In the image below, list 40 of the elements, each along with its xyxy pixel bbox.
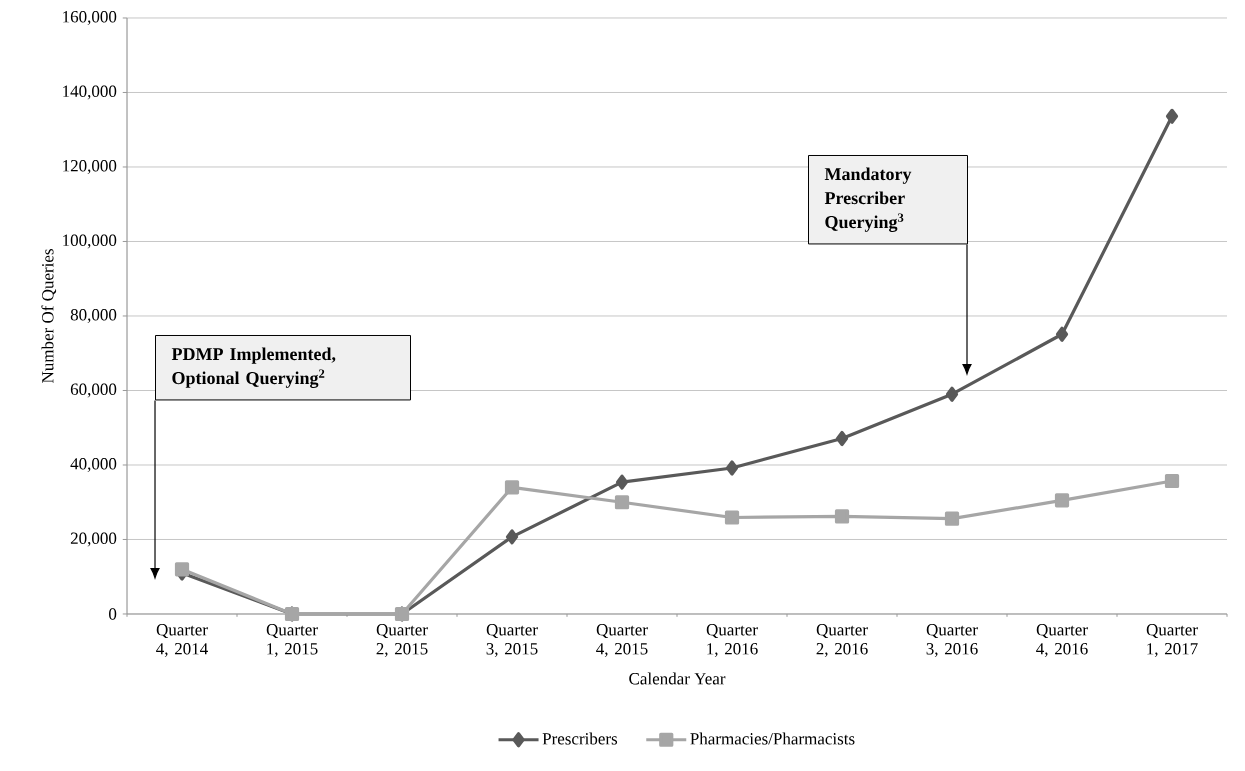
point (1055, 326, 1069, 342)
point (944, 511, 960, 526)
point (174, 562, 190, 577)
x-tick-label: Quarter 4, 2015 (596, 624, 648, 657)
y-tick-label: 100,000 (63, 234, 117, 249)
y-tick-label: 20,000 (70, 532, 117, 547)
x-tick-label: Quarter 2, 2015 (376, 624, 428, 657)
point (945, 386, 959, 402)
y-tick-label: 160,000 (63, 11, 117, 25)
point (835, 430, 849, 447)
y-tick-label: 140,000 (63, 85, 117, 100)
point (724, 510, 740, 525)
x-tick-label: Quarter 3, 2016 (926, 624, 978, 657)
annotation: PDMP Implemented, Optional Querying$^{2}$ (171, 347, 336, 388)
x-axis-title: Calendar Year (629, 672, 726, 685)
x-tick-label: Quarter 1, 2017 (1146, 624, 1198, 657)
y-tick-label: 0 (109, 608, 117, 620)
x-tick-label: Quarter 1, 2015 (266, 624, 318, 657)
x-tick-label: Quarter 2, 2016 (816, 624, 868, 657)
y-axis-title: Number Of Queries (41, 249, 57, 384)
point (1165, 108, 1179, 124)
y-tick-label: 60,000 (70, 383, 117, 398)
x-tick-label: Quarter 3, 2015 (486, 624, 538, 657)
annotation: Mandatory Prescriber Querying$^{3}$ (824, 167, 912, 232)
y-tick-label: 80,000 (70, 309, 117, 323)
x-tick-label: Quarter 4, 2016 (1036, 624, 1088, 657)
point (725, 460, 739, 476)
point (834, 509, 850, 524)
point (505, 529, 519, 545)
legend-label: Prescribers (542, 732, 618, 745)
legend-label: Pharmacies/Pharmacists (690, 732, 855, 745)
point (504, 480, 520, 495)
y-tick-label: 120,000 (63, 160, 117, 174)
x-tick-label: Quarter 4, 2014 (156, 624, 208, 657)
x-tick-label: Quarter 1, 2016 (706, 624, 758, 657)
point (615, 474, 629, 490)
point (1164, 473, 1180, 489)
point (1054, 493, 1070, 508)
y-tick-label: 40,000 (70, 458, 117, 472)
point (614, 495, 630, 510)
